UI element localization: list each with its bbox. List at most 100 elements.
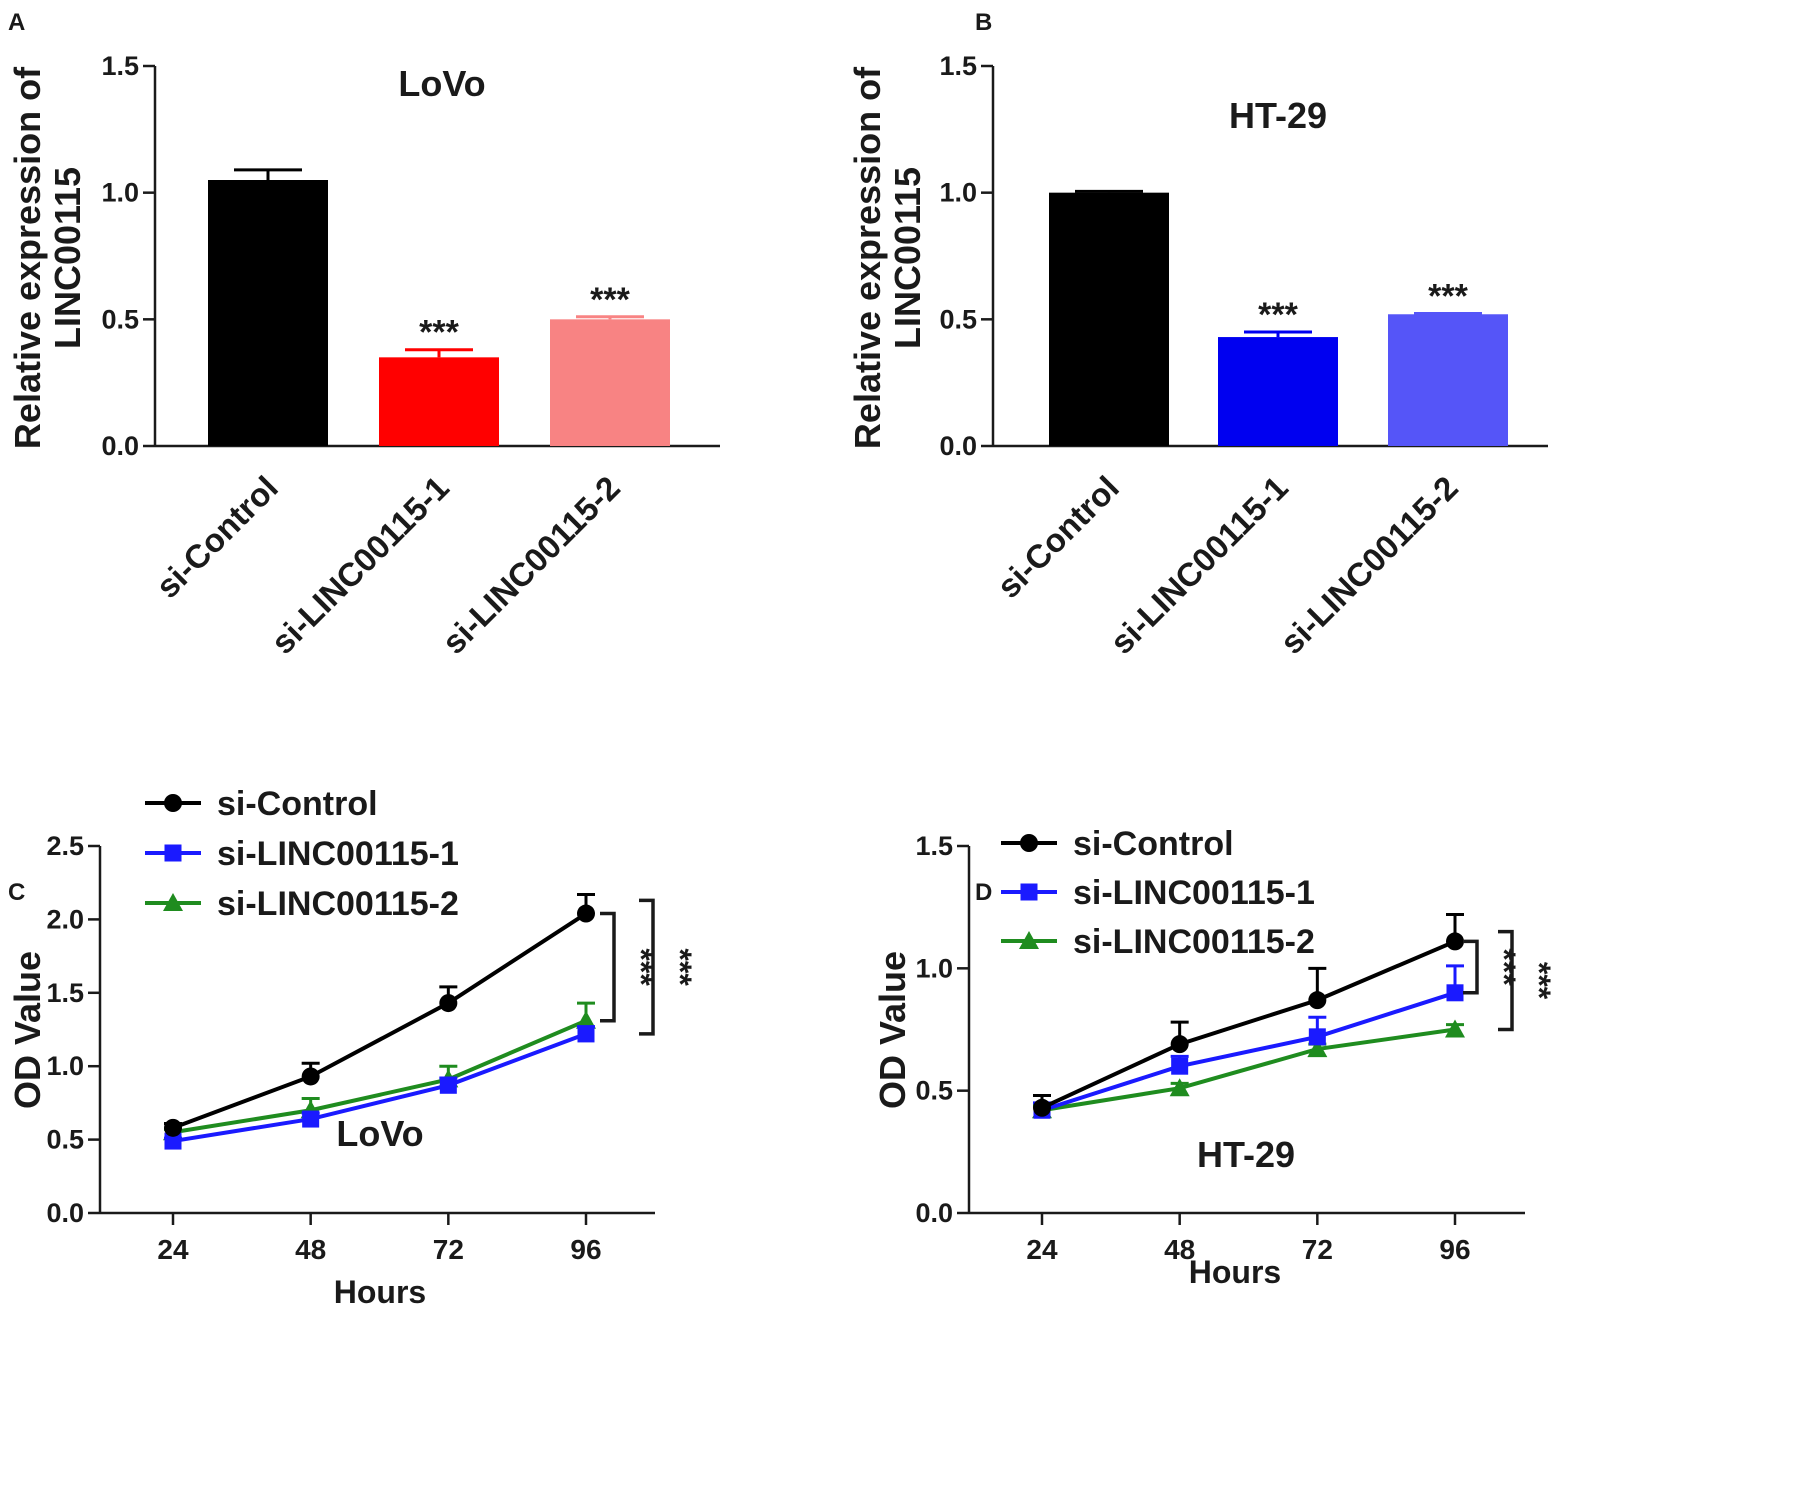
data-point xyxy=(1308,991,1327,1010)
line-chart-ht29: 0.0 0.5 1.0 1.5 24 48 72 96 Hours OD Value HT-29 si… xyxy=(872,825,1557,1290)
y-axis-label-line: LINC00115 xyxy=(887,167,928,349)
bar-si-linc00115-1 xyxy=(1218,337,1338,446)
data-point xyxy=(302,1110,320,1128)
legend-label: si-LINC00115-2 xyxy=(217,885,459,923)
significance-label: *** xyxy=(1258,296,1298,334)
series-line-si-control xyxy=(172,911,588,1130)
significance-label: *** xyxy=(1486,948,1522,986)
series-line-si-linc00115-1 xyxy=(172,1032,587,1144)
data-point xyxy=(439,994,458,1013)
line-chart-lovo: 0.0 0.5 1.0 1.5 2.0 2.5 24 48 72 96 Hours OD Value L… xyxy=(7,785,698,1310)
series-line-si-linc00115-1 xyxy=(1041,990,1456,1113)
x-axis-label: Hours xyxy=(334,1274,426,1310)
x-tick-label: 48 xyxy=(295,1234,326,1265)
x-tick-label: 96 xyxy=(570,1234,601,1265)
legend-label: si-Control xyxy=(1073,825,1234,863)
panel-label-d: D xyxy=(975,879,992,906)
bar-si-linc00115-2 xyxy=(550,319,670,446)
y-axis-label: OD Value xyxy=(872,951,913,1109)
y-tick-label: 1.0 xyxy=(939,178,977,208)
chart-title: HT-29 xyxy=(1229,95,1327,136)
data-point xyxy=(1307,1039,1328,1058)
y-axis-label: OD Value xyxy=(7,951,48,1109)
x-tick-label: 48 xyxy=(1164,1234,1195,1265)
data-point xyxy=(1171,1057,1189,1075)
x-axis-label: Hours xyxy=(1189,1254,1281,1290)
data-point xyxy=(1446,932,1464,951)
bar-si-linc00115-2 xyxy=(1388,314,1508,446)
y-tick-label: 1.5 xyxy=(915,831,953,861)
significance-label: *** xyxy=(1521,962,1557,1000)
legend-marker xyxy=(164,794,182,812)
y-axis-label: Relative expression ofLINC00115 xyxy=(847,66,928,449)
y-tick-label: 1.5 xyxy=(101,51,139,81)
significance-bracket xyxy=(1463,939,1479,995)
y-tick-label: 2.0 xyxy=(46,904,84,934)
y-axis-label-line: Relative expression of xyxy=(847,66,888,449)
data-point xyxy=(577,904,595,923)
chart-annotation: HT-29 xyxy=(1197,1134,1295,1175)
data-point xyxy=(439,1076,457,1094)
data-point xyxy=(576,1010,596,1029)
significance-label: *** xyxy=(590,281,630,319)
significance-bracket xyxy=(1498,929,1514,1032)
y-tick-label: 2.5 xyxy=(46,831,84,861)
y-tick-label: 0.5 xyxy=(101,304,139,334)
significance-bracket xyxy=(600,911,616,1023)
data-point xyxy=(301,1067,320,1086)
y-tick-label: 1.0 xyxy=(46,1051,84,1081)
y-tick-label: 1.0 xyxy=(101,178,139,208)
y-tick-label: 0.5 xyxy=(915,1076,953,1106)
chart-title: LoVo xyxy=(398,63,485,104)
x-tick-label: 24 xyxy=(1026,1234,1058,1265)
bar-si-control xyxy=(1049,192,1169,446)
bar-si-control xyxy=(208,180,328,446)
significance-label: *** xyxy=(419,314,459,352)
y-tick-label: 0.5 xyxy=(939,304,977,334)
legend-label: si-LINC00115-1 xyxy=(1073,874,1315,912)
y-axis-label: Relative expression ofLINC00115 xyxy=(7,66,88,449)
series-line-si-linc00115-2 xyxy=(172,1018,587,1135)
y-tick-label: 0.0 xyxy=(46,1198,84,1228)
y-tick-label: 1.5 xyxy=(46,978,84,1008)
chart-annotation: LoVo xyxy=(336,1113,423,1154)
data-point xyxy=(1308,1028,1326,1046)
series-line-si-control xyxy=(1041,939,1456,1110)
significance-label: *** xyxy=(662,948,698,986)
y-tick-label: 0.0 xyxy=(101,431,139,461)
y-tick-label: 0.0 xyxy=(915,1198,953,1228)
legend-marker xyxy=(164,844,182,862)
y-tick-label: 1.0 xyxy=(915,953,953,983)
panel-label-c: C xyxy=(8,879,25,906)
legend-label: si-Control xyxy=(217,785,378,823)
series-line-si-linc00115-2 xyxy=(1041,1027,1456,1113)
data-point xyxy=(1445,1019,1465,1038)
y-axis-label-line: LINC00115 xyxy=(47,167,88,349)
data-point xyxy=(1446,984,1464,1002)
data-point xyxy=(1033,1098,1051,1117)
x-tick-label: 96 xyxy=(1439,1234,1470,1265)
panel-label-b: B xyxy=(975,9,992,36)
bar-si-linc00115-1 xyxy=(379,357,499,446)
y-axis-label-line: Relative expression of xyxy=(7,66,48,449)
legend-marker xyxy=(163,893,183,911)
x-tick-label: 72 xyxy=(1302,1234,1333,1265)
significance-bracket xyxy=(639,898,655,1036)
data-point xyxy=(1169,1078,1190,1097)
y-tick-label: 0.0 xyxy=(939,431,977,461)
y-tick-label: 1.5 xyxy=(939,51,977,81)
x-tick-label: 72 xyxy=(433,1234,464,1265)
panel-label-a: A xyxy=(8,9,25,36)
y-tick-label: 0.5 xyxy=(46,1125,84,1155)
data-point xyxy=(164,1132,182,1150)
data-point xyxy=(577,1025,595,1043)
x-tick-label: 24 xyxy=(157,1234,189,1265)
data-point xyxy=(164,1118,182,1137)
legend-marker xyxy=(1019,931,1039,949)
significance-label: *** xyxy=(1428,278,1468,316)
data-point xyxy=(1170,1035,1189,1054)
legend-marker xyxy=(1020,834,1038,852)
legend-marker xyxy=(1020,883,1038,901)
legend-label: si-LINC00115-2 xyxy=(1073,923,1315,961)
